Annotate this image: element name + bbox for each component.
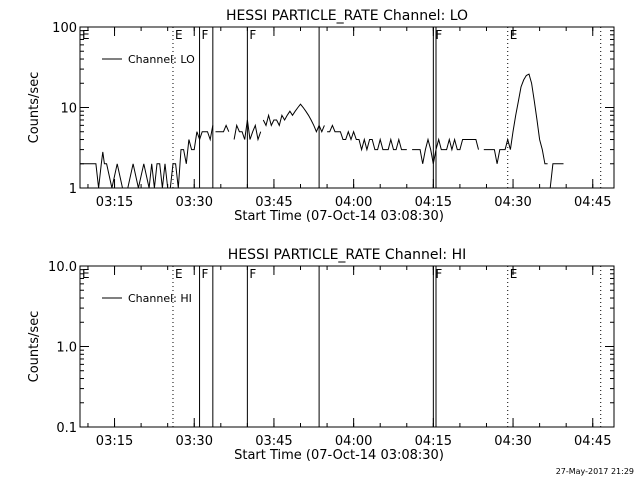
marker-label: E [510, 28, 518, 42]
y-axis-label: Counts/sec [27, 311, 42, 383]
y-tick-label: 10.0 [48, 260, 77, 275]
marker-label: F [202, 28, 209, 42]
x-axis-label: Start Time (07-Oct-14 03:08:30) [234, 448, 444, 463]
chart-title: HESSI PARTICLE_RATE Channel: HI [228, 247, 466, 263]
x-tick-label: 03:30 [176, 434, 213, 449]
x-tick-label: 04:00 [335, 195, 372, 210]
x-tick-label: 03:30 [176, 195, 213, 210]
x-tick-label: 04:15 [415, 434, 452, 449]
marker-label: E [82, 267, 90, 281]
y-tick-label: 10 [60, 102, 77, 117]
y-tick-label: 1.0 [56, 341, 77, 356]
x-tick-label: 03:45 [255, 434, 292, 449]
plot-timestamp: 27-May-2017 21:29 [555, 467, 634, 476]
chart-panel-0: HESSI PARTICLE_RATE Channel: LO 1 10 100 03:… [27, 8, 615, 224]
marker-label: F [202, 267, 209, 281]
marker-label: E [510, 267, 518, 281]
x-tick-label: 04:30 [494, 195, 531, 210]
x-axis-label: Start Time (07-Oct-14 03:08:30) [234, 209, 444, 224]
legend-label: Channel: LO [128, 53, 195, 66]
y-tick-label: 0.1 [56, 421, 77, 436]
marker-label: F [435, 28, 442, 42]
series-line-0 [80, 73, 564, 189]
x-tick-label: 03:15 [96, 195, 133, 210]
y-tick-label: 1 [69, 182, 77, 197]
marker-label: F [249, 267, 256, 281]
marker-label: F [249, 28, 256, 42]
x-tick-label: 04:45 [574, 195, 611, 210]
x-tick-label: 04:45 [574, 434, 611, 449]
chart-panel-1: HESSI PARTICLE_RATE Channel: HI 0.1 1.0 10.… [27, 247, 615, 463]
y-tick-label: 100 [52, 21, 77, 36]
marker-label: E [82, 28, 90, 42]
marker-label: E [175, 267, 183, 281]
legend-label: Channel: HI [128, 292, 192, 305]
marker-label: F [435, 267, 442, 281]
x-tick-label: 04:15 [415, 195, 452, 210]
marker-label: E [175, 28, 183, 42]
y-axis-label: Counts/sec [27, 72, 42, 144]
x-tick-label: 03:45 [255, 195, 292, 210]
plot-frame [79, 265, 615, 428]
x-tick-label: 03:15 [96, 434, 133, 449]
x-tick-label: 04:00 [335, 434, 372, 449]
chart-title: HESSI PARTICLE_RATE Channel: LO [226, 8, 468, 24]
x-tick-label: 04:30 [494, 434, 531, 449]
